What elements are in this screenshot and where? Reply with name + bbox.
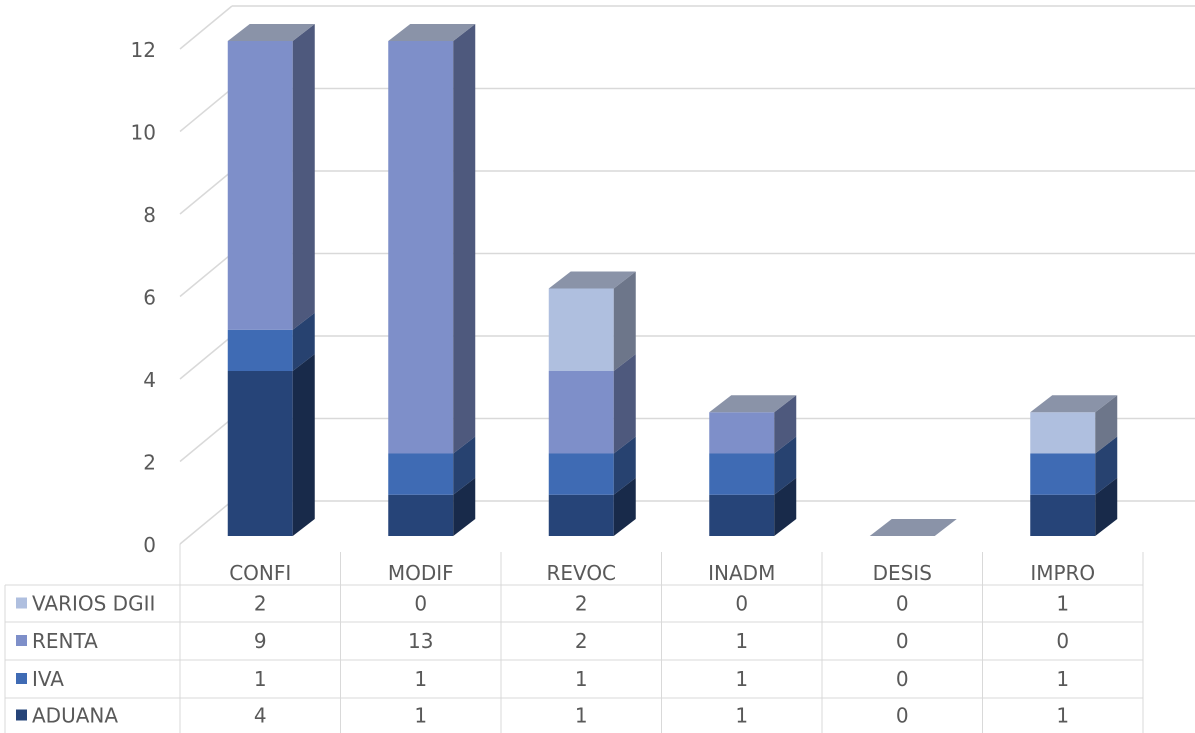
x-category-label: INADM	[708, 561, 775, 585]
bar-revoc-varios-dgii	[548, 288, 614, 371]
x-category-label: DESIS	[873, 561, 932, 585]
bar-revoc-iva	[548, 453, 614, 495]
bar-confi-renta	[227, 41, 293, 330]
legend-label-iva: IVA	[32, 667, 64, 691]
bar-confi-iva	[227, 329, 293, 371]
bar-inadm-iva-side	[774, 436, 797, 495]
x-category-label: IMPRO	[1030, 561, 1095, 585]
gridline-side	[179, 500, 233, 545]
bar-modif-iva-side	[453, 436, 476, 495]
bar-confi-iva-side	[292, 312, 315, 371]
table-cell: 1	[1056, 667, 1069, 691]
y-tick-label: 8	[143, 203, 156, 227]
gridline-side	[179, 170, 233, 215]
table-cell: 0	[896, 629, 909, 653]
y-tick-label: 10	[131, 121, 156, 145]
bar-impro-iva	[1030, 453, 1096, 495]
table-cell: 1	[414, 704, 427, 728]
bar-top-impro	[1030, 395, 1118, 413]
table-cell: 2	[575, 592, 588, 616]
y-tick-label: 4	[143, 368, 156, 392]
legend-label-aduana: ADUANA	[32, 704, 118, 728]
x-category-label: REVOC	[546, 561, 616, 585]
table-cell: 13	[408, 629, 433, 653]
bar-impro-varios-dgii-side	[1095, 395, 1118, 454]
bar-impro-aduana-side	[1095, 477, 1118, 536]
bar-revoc-aduana-side	[613, 477, 636, 536]
table-cell: 1	[1056, 704, 1069, 728]
gridline-side	[179, 87, 233, 133]
bar-modif-renta	[388, 41, 454, 454]
legend-label-varios-dgii: VARIOS DGII	[32, 592, 155, 616]
bar-top-desis	[869, 519, 957, 536]
table-cell: 1	[414, 667, 427, 691]
bar-revoc-iva-side	[613, 436, 636, 495]
y-tick-label: 0	[143, 533, 156, 557]
table-cell: 1	[254, 667, 267, 691]
table-cell: 4	[254, 704, 267, 728]
bar-confi-aduana	[227, 371, 293, 536]
bar-impro-iva-side	[1095, 436, 1118, 495]
gridline-side	[179, 5, 233, 50]
legend-swatch-aduana	[16, 709, 27, 721]
table-cell: 9	[254, 629, 267, 653]
bar-confi-aduana-side	[292, 354, 315, 536]
legend-swatch-varios-dgii	[16, 597, 27, 609]
bar-revoc-varios-dgii-side	[613, 271, 636, 371]
bar-inadm-renta	[709, 412, 775, 454]
table-cell: 1	[735, 667, 748, 691]
table-cell: 1	[1056, 592, 1069, 616]
table-cell: 0	[414, 592, 427, 616]
gridline-side	[179, 252, 233, 298]
bar-modif-renta-side	[453, 24, 476, 454]
bar-top-confi	[227, 24, 315, 41]
bar-modif-iva	[388, 453, 454, 495]
bar-inadm-aduana	[709, 494, 775, 536]
x-category-label: MODIF	[388, 561, 454, 585]
bar-revoc-aduana	[548, 494, 614, 536]
bar-impro-aduana	[1030, 494, 1096, 536]
table-cell: 0	[896, 667, 909, 691]
bar-confi-renta-side	[292, 24, 315, 330]
table-cell: 0	[735, 592, 748, 616]
table-cell: 1	[575, 704, 588, 728]
bar-inadm-aduana-side	[774, 477, 797, 536]
table-cell: 1	[735, 629, 748, 653]
bar-top-inadm	[709, 395, 797, 413]
legend-swatch-iva	[16, 673, 27, 684]
legend-swatch-renta	[16, 635, 27, 646]
bar-inadm-renta-side	[774, 395, 797, 454]
bar-revoc-renta-side	[613, 354, 636, 454]
x-category-label: CONFI	[229, 561, 291, 585]
gridline-side	[179, 335, 233, 380]
bar-top-modif	[388, 24, 476, 41]
table-cell: 0	[1056, 629, 1069, 653]
bar-impro-varios-dgii	[1030, 412, 1096, 454]
bar-inadm-iva	[709, 453, 775, 495]
y-tick-label: 12	[131, 38, 156, 62]
legend-label-renta: RENTA	[32, 629, 98, 653]
table-cell: 0	[896, 592, 909, 616]
y-tick-label: 6	[143, 286, 156, 310]
bar-modif-aduana-side	[453, 477, 476, 536]
bar-modif-aduana	[388, 494, 454, 536]
bar-revoc-renta	[548, 371, 614, 454]
table-cell: 0	[896, 704, 909, 728]
table-cell: 1	[575, 667, 588, 691]
bar-top-revoc	[548, 271, 636, 289]
y-tick-label: 2	[143, 451, 156, 475]
gridline-side	[179, 417, 233, 463]
table-cell: 2	[254, 592, 267, 616]
table-cell: 1	[735, 704, 748, 728]
table-cell: 2	[575, 629, 588, 653]
